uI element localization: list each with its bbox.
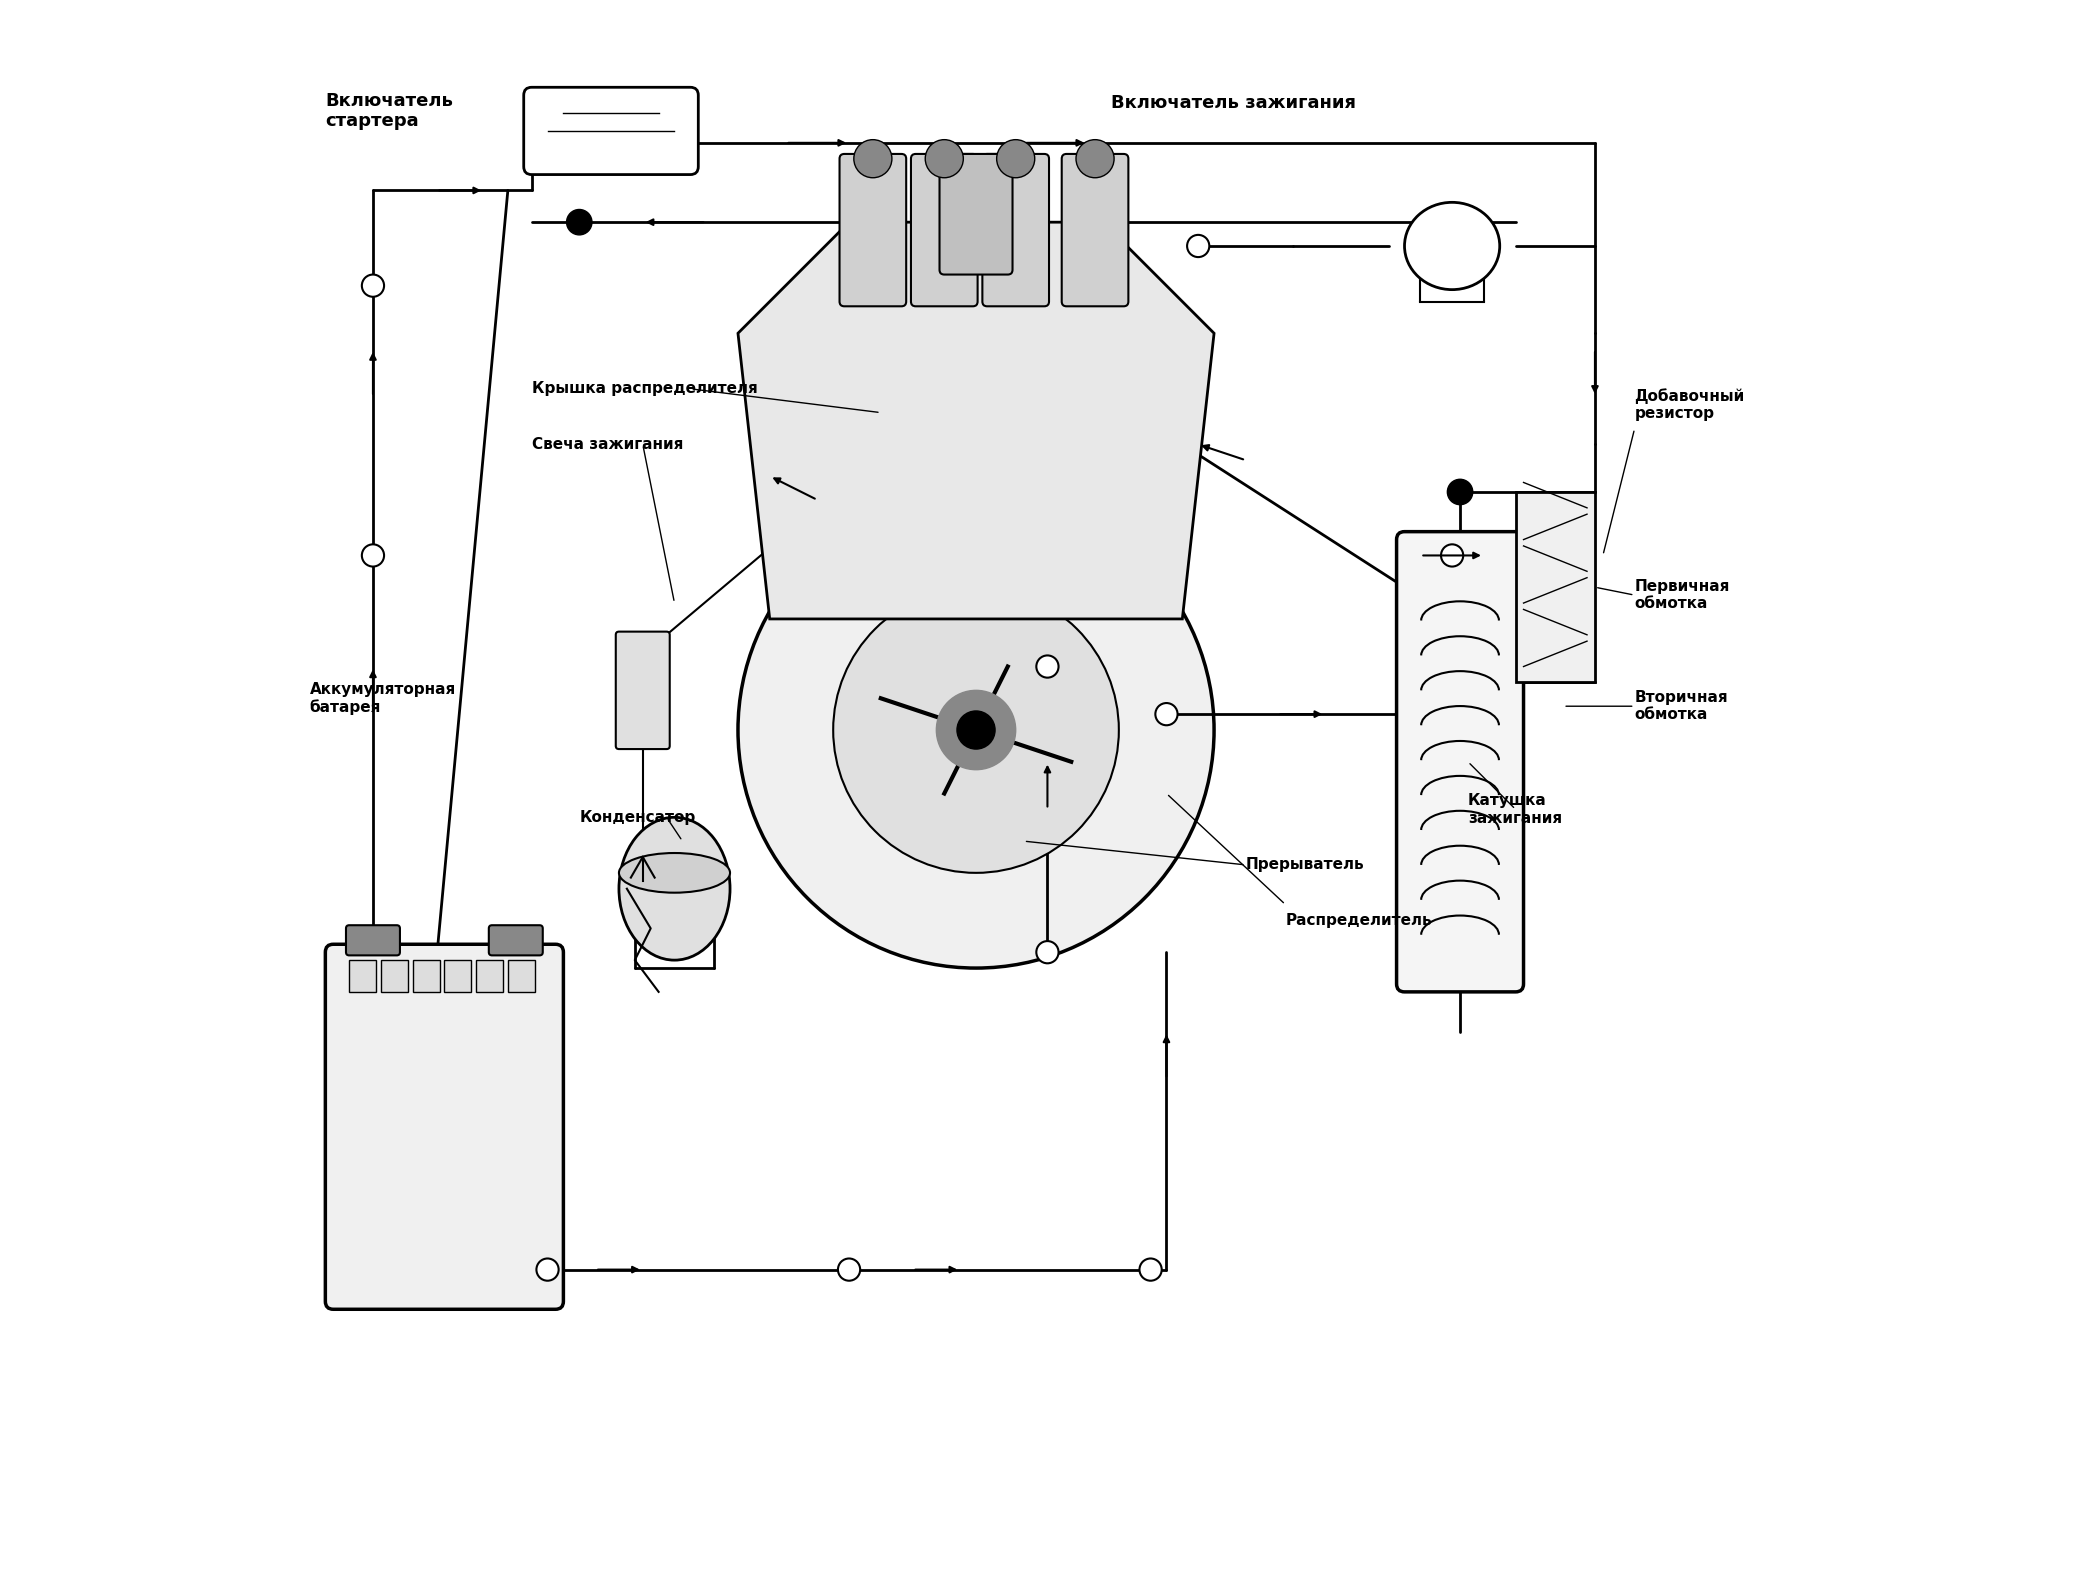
Bar: [445, 960, 472, 992]
Text: Распределитель: Распределитель: [1285, 913, 1432, 928]
Circle shape: [996, 140, 1035, 178]
Circle shape: [838, 1258, 861, 1281]
Circle shape: [979, 209, 1004, 235]
Text: Включатель
стартера: Включатель стартера: [324, 92, 453, 130]
FancyBboxPatch shape: [324, 944, 563, 1309]
FancyBboxPatch shape: [1062, 154, 1129, 306]
FancyBboxPatch shape: [911, 154, 977, 306]
Circle shape: [834, 587, 1119, 873]
Bar: [507, 960, 534, 992]
Circle shape: [925, 140, 963, 178]
Polygon shape: [738, 222, 1214, 619]
Circle shape: [1035, 941, 1058, 963]
Circle shape: [1035, 655, 1058, 678]
Text: Вторичная
обмотка: Вторичная обмотка: [1634, 690, 1728, 722]
Text: Аккумуляторная
батарея: Аккумуляторная батарея: [310, 682, 455, 714]
Circle shape: [956, 711, 996, 749]
Bar: [1516, 492, 1595, 682]
FancyBboxPatch shape: [940, 154, 1012, 275]
Bar: [476, 960, 503, 992]
Bar: [349, 960, 376, 992]
Ellipse shape: [620, 854, 730, 892]
Text: Катушка
зажигания: Катушка зажигания: [1468, 794, 1561, 825]
Ellipse shape: [620, 817, 730, 960]
Circle shape: [568, 209, 593, 235]
FancyBboxPatch shape: [615, 632, 669, 749]
Circle shape: [936, 690, 1017, 770]
FancyBboxPatch shape: [489, 925, 543, 955]
Circle shape: [1447, 479, 1472, 505]
Text: Конденсатор: Конденсатор: [580, 809, 696, 825]
Text: Первичная
обмотка: Первичная обмотка: [1634, 579, 1730, 611]
Circle shape: [536, 1258, 559, 1281]
Bar: [412, 960, 439, 992]
Circle shape: [854, 140, 892, 178]
FancyBboxPatch shape: [840, 154, 906, 306]
Circle shape: [362, 275, 385, 297]
FancyBboxPatch shape: [345, 925, 399, 955]
Text: Включатель зажигания: Включатель зажигания: [1110, 94, 1356, 113]
Circle shape: [362, 544, 385, 567]
Circle shape: [738, 492, 1214, 968]
FancyBboxPatch shape: [1397, 532, 1524, 992]
Circle shape: [1156, 703, 1177, 725]
Circle shape: [1187, 235, 1210, 257]
Bar: [380, 960, 407, 992]
FancyBboxPatch shape: [524, 87, 699, 175]
Text: Прерыватель: Прерыватель: [1245, 857, 1364, 873]
Circle shape: [1139, 1258, 1162, 1281]
Text: Свеча зажигания: Свеча зажигания: [532, 436, 684, 452]
Text: Добавочный
резистор: Добавочный резистор: [1634, 389, 1744, 421]
Ellipse shape: [1405, 203, 1499, 289]
FancyBboxPatch shape: [983, 154, 1050, 306]
Text: Крышка распределителя: Крышка распределителя: [532, 381, 757, 397]
Circle shape: [1077, 140, 1114, 178]
Circle shape: [1441, 544, 1464, 567]
